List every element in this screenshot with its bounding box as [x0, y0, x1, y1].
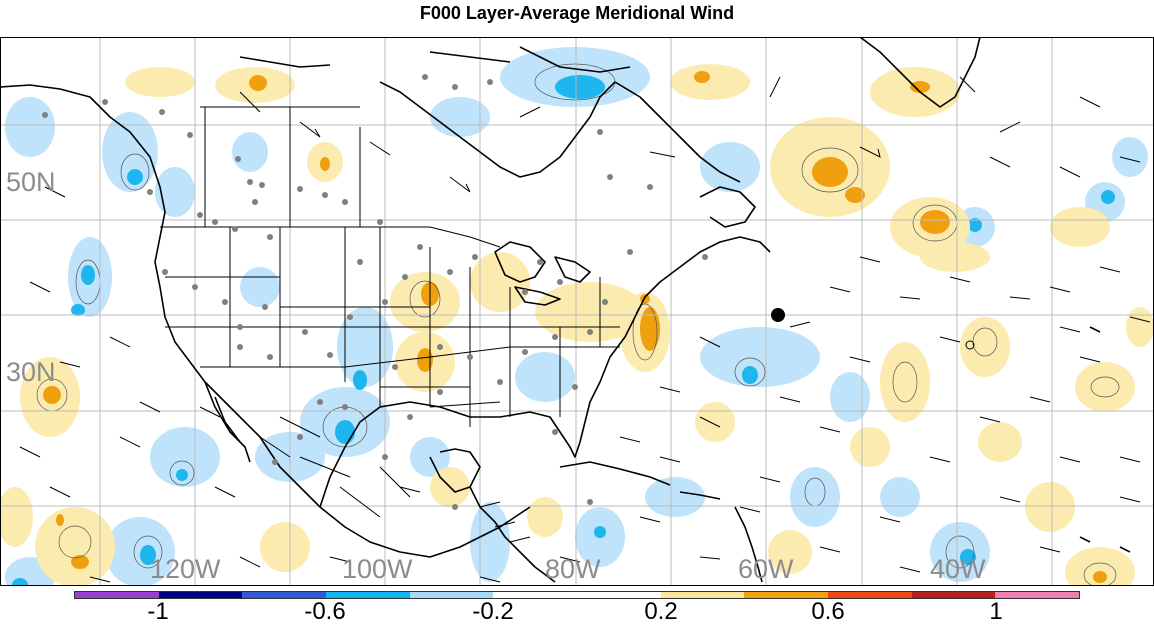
lon-label-60w: 60W: [738, 554, 794, 584]
lon-label-40w: 40W: [930, 554, 986, 584]
colorbar-tick-label: -1: [147, 598, 169, 625]
map-title: F000 Layer-Average Meridional Wind: [419, 3, 735, 23]
wind-barbs: [19, 76, 1151, 583]
colorbar-tick-label: 0.6: [811, 598, 845, 625]
lat-label-50n: 50N: [6, 167, 56, 197]
lat-label-30n: 30N: [6, 357, 56, 387]
colorbar-segment-2: [158, 592, 243, 598]
colorbar-segment-3: [242, 592, 327, 598]
colorbar-segment-9: [744, 592, 829, 598]
colorbar-tick-label: 1: [989, 598, 1003, 625]
wind-shading: [1, 47, 1153, 585]
lon-label-80w: 80W: [545, 554, 601, 584]
coastlines: [1, 38, 1131, 583]
map-panel[interactable]: 50N 30N 120W 100W 80W 60W 40W: [0, 37, 1154, 586]
colorbar-segment-10: [828, 592, 912, 598]
colorbar-segment-7: [577, 592, 661, 598]
colorbar-segment-12: [995, 592, 1080, 598]
colorbar-segment-1: [75, 592, 159, 598]
map-canvas: [0, 37, 1154, 586]
negative-anomaly-shading: [5, 47, 1148, 585]
colorbar-segment-6: [493, 592, 578, 598]
colorbar-segment-11: [911, 592, 996, 598]
station-dots: [42, 74, 708, 510]
colorbar-segment-5: [409, 592, 494, 598]
open-circle-marker: [965, 340, 975, 350]
political-boundaries: [160, 106, 620, 543]
colorbar-tick-label: -0.6: [304, 598, 346, 625]
storm-center-marker: [771, 308, 785, 322]
colorbar-tick-label: -0.2: [472, 598, 514, 625]
lon-label-120w: 120W: [150, 554, 221, 584]
negative-anomaly-strong: [12, 75, 1115, 585]
colorbar-segment-8: [660, 592, 745, 598]
colorbar: [74, 591, 1080, 599]
lon-label-100w: 100W: [342, 554, 413, 584]
colorbar-segment-4: [326, 592, 410, 598]
graticule: [1, 38, 1153, 585]
colorbar-tick-label: 0.2: [644, 598, 678, 625]
